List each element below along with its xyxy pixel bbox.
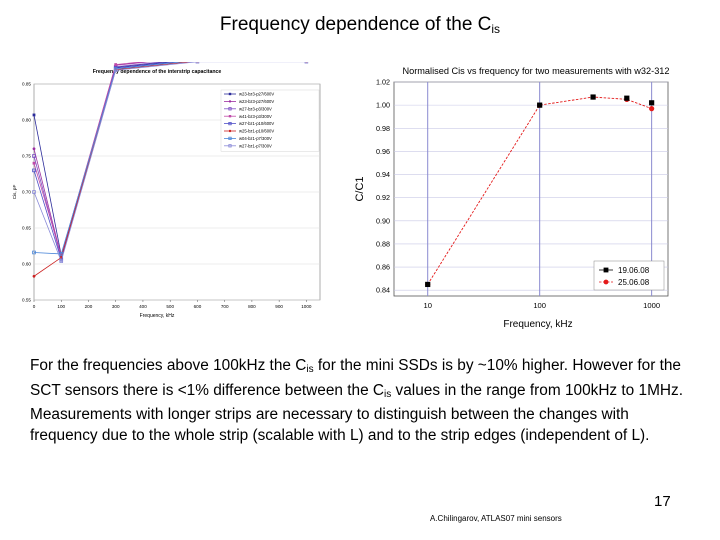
legend-marker: [228, 115, 232, 118]
subscript-text: is: [384, 388, 392, 400]
legend-label: 25.06.08: [618, 278, 650, 287]
y-tick-label: 0.70: [22, 190, 31, 195]
x-tick-label: 400: [139, 304, 147, 309]
legend-label: w23-bz3-p27/600V: [239, 92, 274, 97]
data-point: [590, 94, 596, 100]
legend-box: [220, 89, 320, 152]
x-tick-label: 700: [221, 304, 229, 309]
legend-label: w27-bz1-p10/600V: [239, 121, 274, 126]
slide-title-main: Frequency dependence of the C: [219, 14, 492, 35]
legend: w23-bz3-p27/600V w23-bz3-p27/600V w27-bz3-…: [220, 89, 320, 152]
plot-area: [393, 81, 669, 297]
y-axis-label: Cis, pF: [12, 185, 17, 200]
legend-marker: [228, 107, 232, 111]
x-axis-label: Frequency, kHz: [503, 319, 572, 330]
slide-title: Frequency dependence of the Cis: [0, 14, 720, 36]
y-tick-label: 0.84: [376, 286, 390, 295]
data-point: [32, 113, 36, 117]
x-tick-label: 200: [85, 304, 93, 309]
y-tick-label: 1.00: [376, 101, 390, 110]
series-19-06-08: [425, 94, 655, 288]
data-point: [32, 250, 36, 255]
y-tick-label: 0.88: [376, 239, 390, 248]
x-tick-label: 1000: [301, 304, 312, 309]
y-tick-label: 1.02: [376, 78, 390, 87]
x-tick-label: 10: [423, 301, 431, 310]
data-point: [114, 63, 118, 66]
x-tick-label: 0: [33, 304, 36, 309]
legend-box: [593, 260, 665, 291]
x-tick-label: 900: [275, 304, 283, 309]
x-tick-label: 1000: [643, 301, 660, 310]
slide-title-subscript: is: [491, 22, 501, 36]
legend-label: w25-bz1-p10/600V: [239, 129, 274, 134]
legend-marker: [228, 144, 232, 148]
legend-label: w41-bz3-p3/300V: [239, 114, 272, 119]
legend-label: w04-bz1-p7/300V: [239, 136, 272, 141]
legend-marker: [228, 136, 232, 140]
data-point: [32, 168, 36, 173]
data-point: [195, 62, 200, 64]
data-point: [32, 154, 36, 158]
data-point: [624, 95, 630, 101]
y-tick-label: 0.90: [376, 216, 390, 225]
y-tick-label: 0.96: [376, 147, 390, 156]
legend-label: w23-bz3-p27/600V: [239, 99, 274, 104]
y-axis-label: C/C1: [354, 176, 366, 201]
y-tick-label: 0.86: [376, 263, 390, 272]
data-point: [113, 68, 118, 73]
legend-label: 19.06.08: [618, 266, 650, 275]
y-tick-label: 0.55: [22, 298, 31, 303]
y-tick-label: 0.65: [22, 226, 31, 231]
page-number: 17: [654, 493, 671, 510]
data-point: [649, 100, 655, 106]
data-point: [32, 161, 36, 165]
paragraph-text: for the mini SSDs is by ~10% higher. How…: [30, 357, 681, 399]
x-tick-label: 800: [248, 304, 256, 309]
y-tick-label: 0.75: [22, 154, 31, 159]
y-tick-label: 0.98: [376, 124, 390, 133]
data-point: [32, 147, 36, 151]
legend-marker: [228, 100, 232, 103]
x-tick-label: 100: [533, 301, 546, 310]
paragraph-text: values in the range from 100kHz to 1MHz.…: [30, 381, 683, 444]
legend-marker: [228, 92, 232, 96]
y-tick-label: 0.60: [22, 262, 31, 267]
x-tick-label: 100: [57, 304, 65, 309]
y-tick-label: 0.92: [376, 193, 390, 202]
data-point: [425, 281, 431, 288]
data-point: [32, 190, 36, 194]
x-axis-label: Frequency, kHz: [140, 313, 175, 319]
data-point: [59, 252, 64, 256]
y-tick-label: 0.85: [22, 82, 31, 87]
chart-title: Normalised Cis vs frequency for two meas…: [402, 66, 669, 76]
chart-title: Frequency dependence of the interstrip c…: [93, 69, 222, 75]
paragraph-text: For the frequencies above 100kHz the C: [30, 357, 307, 374]
data-point: [59, 259, 64, 263]
series-8: [32, 62, 309, 263]
author-credit: A.Chilingarov, ATLAS07 mini sensors: [430, 514, 562, 523]
legend-label: w27-bz3-p3/300V: [239, 106, 272, 111]
normalised-cis-chart: Normalised Cis vs frequency for two meas…: [354, 66, 670, 330]
x-tick-label: 600: [194, 304, 202, 309]
data-point: [32, 274, 36, 278]
data-point: [649, 106, 655, 112]
legend-marker: [603, 279, 609, 285]
series-line: [33, 62, 178, 262]
body-paragraph: For the frequencies above 100kHz the Cis…: [30, 356, 692, 446]
interstrip-capacitance-chart: Frequency dependence of the interstrip c…: [12, 62, 321, 319]
series-line: [33, 62, 307, 263]
x-tick-label: 500: [166, 304, 174, 309]
y-tick-label: 0.80: [22, 118, 31, 123]
legend-marker: [603, 267, 609, 273]
subscript-text: is: [306, 364, 314, 375]
data-point: [537, 102, 543, 108]
legend-marker: [228, 129, 232, 133]
legend-label: w27-bz1-p7/300V: [239, 143, 272, 148]
data-point: [304, 62, 309, 64]
y-tick-label: 0.94: [376, 170, 390, 179]
legend: 19.06.08 25.06.08: [593, 260, 665, 291]
x-tick-label: 300: [112, 304, 120, 309]
legend-marker: [228, 122, 232, 126]
